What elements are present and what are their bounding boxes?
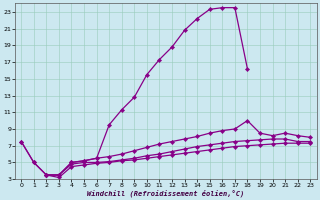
X-axis label: Windchill (Refroidissement éolien,°C): Windchill (Refroidissement éolien,°C): [87, 189, 244, 197]
